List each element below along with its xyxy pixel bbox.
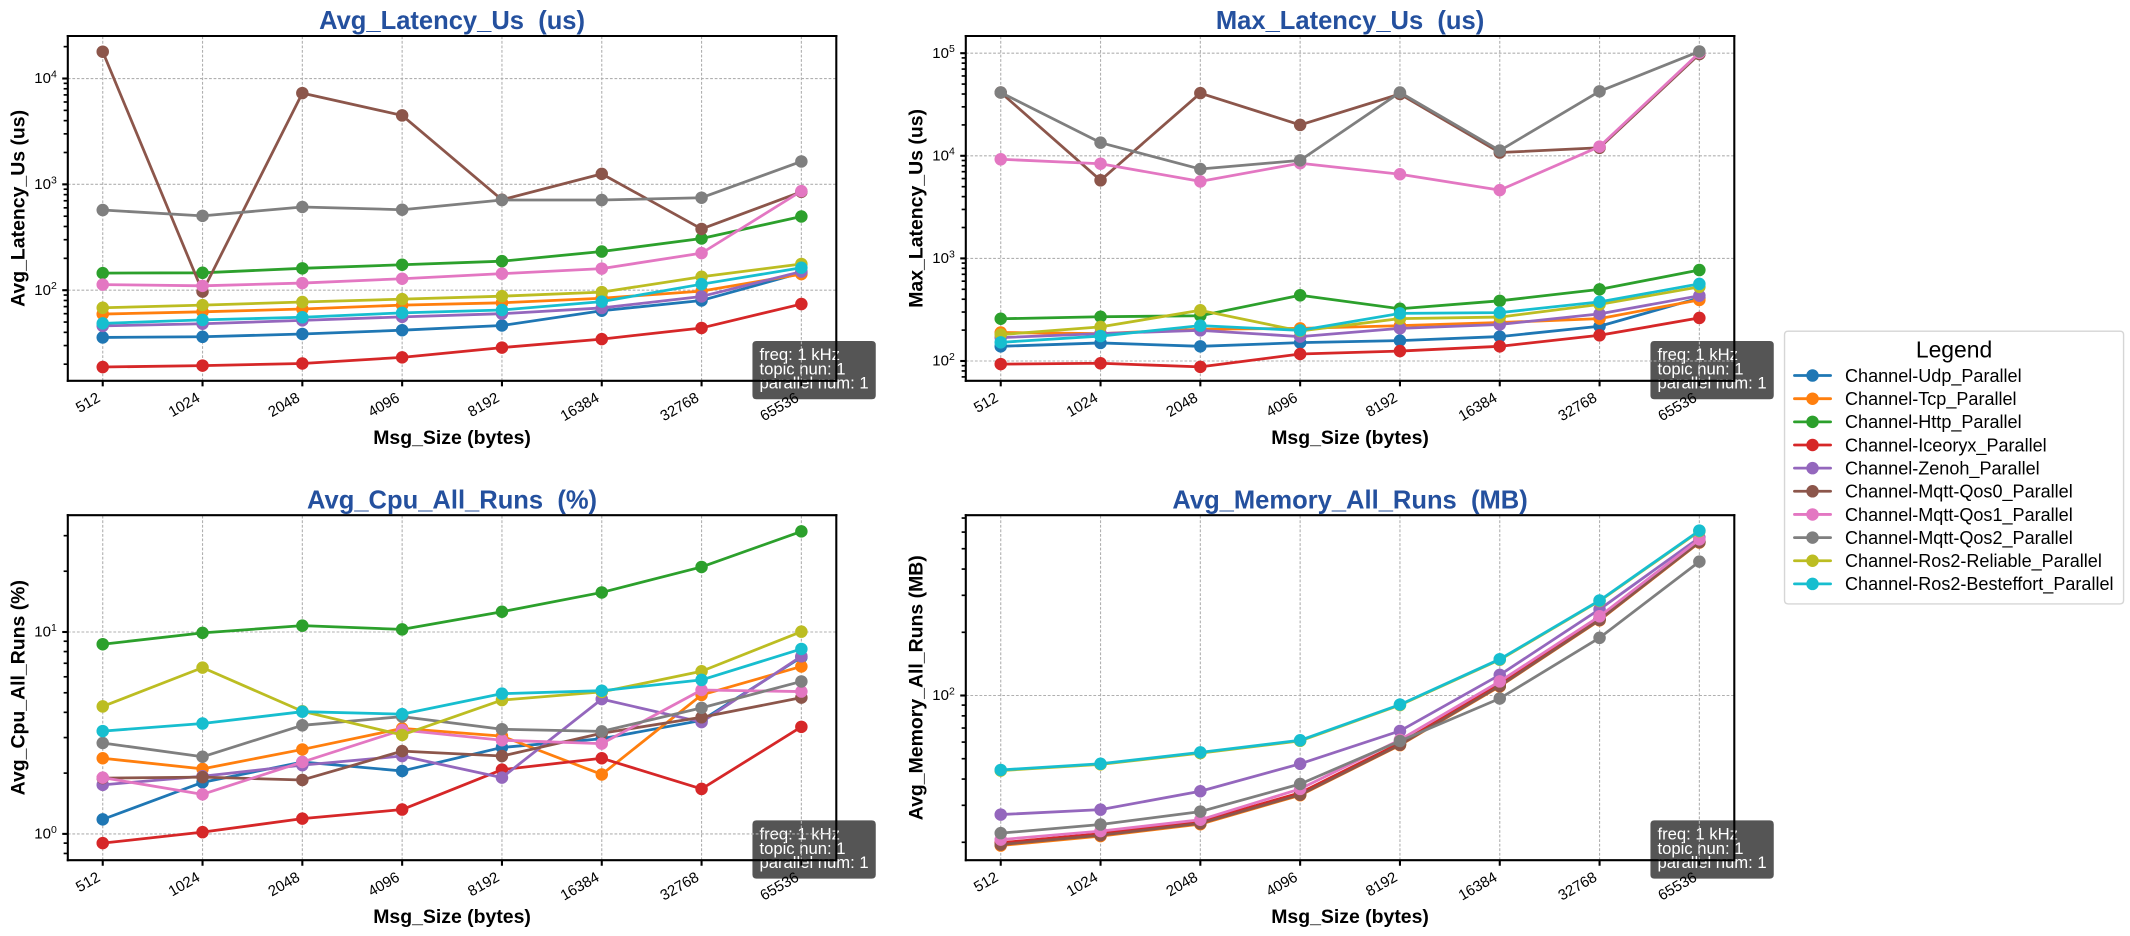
svg-text:Channel-Mqtt-Qos2_Parallel: Channel-Mqtt-Qos2_Parallel xyxy=(1845,528,2073,549)
svg-text:1 0 4: 1 0 4 xyxy=(34,63,57,88)
svg-text:parallel num: 1: parallel num: 1 xyxy=(759,374,868,393)
svg-text:Msg_Size (bytes): Msg_Size (bytes) xyxy=(373,427,531,449)
svg-text:1 0 0: 1 0 0 xyxy=(34,819,57,844)
svg-text:parallel num: 1: parallel num: 1 xyxy=(1657,374,1766,393)
svg-text:Channel-Tcp_Parallel: Channel-Tcp_Parallel xyxy=(1845,389,2017,410)
svg-text:1 0 2: 1 0 2 xyxy=(932,346,955,371)
svg-text:1 0 3: 1 0 3 xyxy=(932,243,955,268)
svg-text:Legend: Legend xyxy=(1916,337,1992,363)
svg-text:parallel num: 1: parallel num: 1 xyxy=(1657,853,1766,872)
svg-text:Max_Latency_Us (us): Max_Latency_Us (us) xyxy=(1216,7,1484,35)
svg-text:Channel-Zenoh_Parallel: Channel-Zenoh_Parallel xyxy=(1845,458,2040,479)
svg-text:Channel-Http_Parallel: Channel-Http_Parallel xyxy=(1845,412,2022,433)
svg-text:1 0 2: 1 0 2 xyxy=(932,680,955,705)
svg-text:Channel-Udp_Parallel: Channel-Udp_Parallel xyxy=(1845,366,2022,387)
svg-text:1 0 4: 1 0 4 xyxy=(932,140,955,165)
svg-text:1 0 3: 1 0 3 xyxy=(34,169,57,194)
svg-text:Channel-Ros2-Besteffort_Parall: Channel-Ros2-Besteffort_Parallel xyxy=(1845,574,2114,595)
svg-text:Channel-Mqtt-Qos1_Parallel: Channel-Mqtt-Qos1_Parallel xyxy=(1845,505,2073,526)
svg-text:Avg_Latency_Us (us): Avg_Latency_Us (us) xyxy=(8,110,30,307)
svg-text:Avg_Cpu_All_Runs (%): Avg_Cpu_All_Runs (%) xyxy=(8,580,30,795)
svg-text:topic nun: 1: topic nun: 1 xyxy=(759,839,845,858)
svg-text:Max_Latency_Us (us): Max_Latency_Us (us) xyxy=(906,109,928,308)
svg-text:Msg_Size (bytes): Msg_Size (bytes) xyxy=(1271,427,1429,449)
svg-text:freq: 1 kHz: freq: 1 kHz xyxy=(759,824,840,843)
svg-text:Msg_Size (bytes): Msg_Size (bytes) xyxy=(1271,906,1429,928)
svg-text:Avg_Latency_Us (us): Avg_Latency_Us (us) xyxy=(319,7,585,35)
svg-text:freq: 1 kHz: freq: 1 kHz xyxy=(1657,824,1738,843)
svg-text:topic nun: 1: topic nun: 1 xyxy=(1657,359,1743,378)
svg-text:Msg_Size (bytes): Msg_Size (bytes) xyxy=(373,906,531,928)
svg-text:Avg_Memory_All_Runs (MB): Avg_Memory_All_Runs (MB) xyxy=(1172,486,1527,514)
svg-text:Avg_Cpu_All_Runs (%): Avg_Cpu_All_Runs (%) xyxy=(307,486,597,514)
svg-text:freq: 1 kHz: freq: 1 kHz xyxy=(1657,345,1738,364)
svg-text:topic nun: 1: topic nun: 1 xyxy=(759,359,845,378)
svg-text:topic nun: 1: topic nun: 1 xyxy=(1657,839,1743,858)
svg-text:Channel-Ros2-Reliable_Parallel: Channel-Ros2-Reliable_Parallel xyxy=(1845,551,2102,572)
svg-text:1 0 2: 1 0 2 xyxy=(34,275,57,300)
svg-text:1 0 1: 1 0 1 xyxy=(34,617,57,642)
svg-text:Channel-Mqtt-Qos0_Parallel: Channel-Mqtt-Qos0_Parallel xyxy=(1845,482,2073,503)
svg-text:freq: 1 kHz: freq: 1 kHz xyxy=(759,345,840,364)
svg-text:parallel num: 1: parallel num: 1 xyxy=(759,853,868,872)
svg-text:Channel-Iceoryx_Parallel: Channel-Iceoryx_Parallel xyxy=(1845,435,2047,456)
svg-text:Avg_Memory_All_Runs (MB): Avg_Memory_All_Runs (MB) xyxy=(906,555,928,820)
svg-text:1 0 5: 1 0 5 xyxy=(932,38,955,63)
